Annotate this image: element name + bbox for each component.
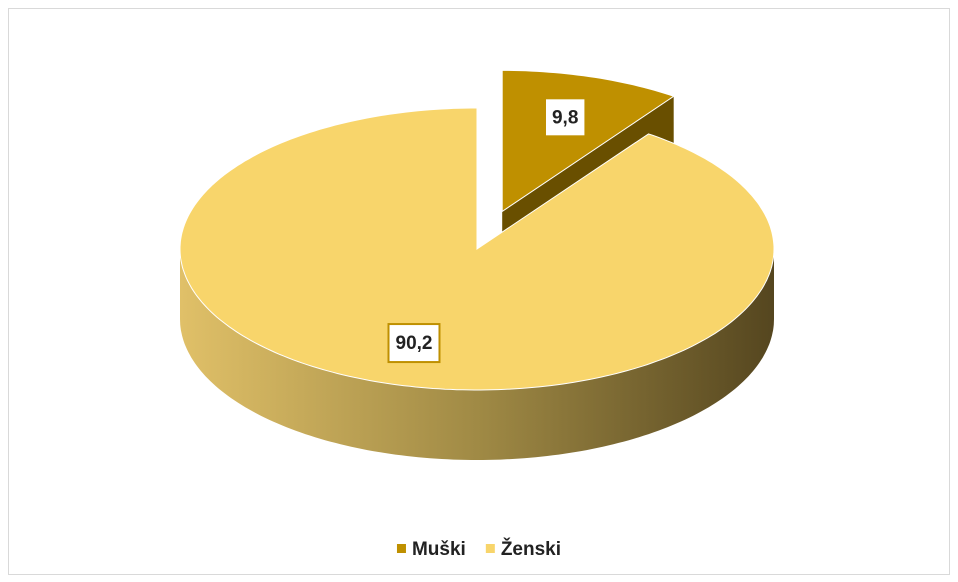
legend-label: Muški — [412, 539, 466, 560]
data-label: 9,8 — [543, 97, 587, 138]
legend: Muški Ženski — [396, 538, 561, 560]
legend-swatch — [396, 544, 406, 553]
data-label-text: 9,8 — [552, 107, 578, 128]
data-label-box — [543, 97, 587, 138]
data-label-box — [387, 323, 441, 364]
slice — [179, 107, 775, 391]
legend-label: Ženski — [501, 538, 561, 560]
slice-side — [180, 249, 774, 460]
legend-swatch — [485, 544, 495, 553]
data-label: 90,2 — [387, 323, 441, 364]
pie: 9,8 90,2 — [179, 69, 775, 460]
data-label-text: 90,2 — [396, 333, 433, 354]
